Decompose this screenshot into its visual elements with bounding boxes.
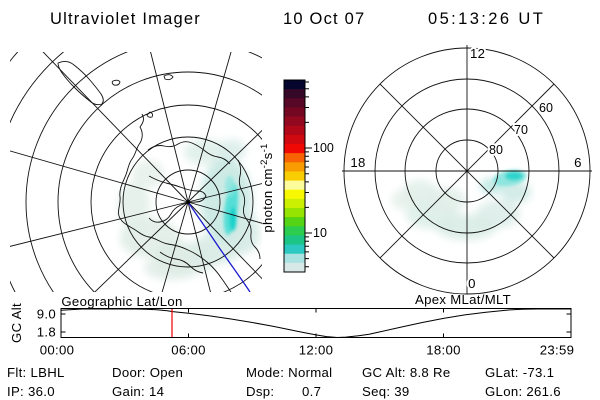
colorbar-swatch [284,89,305,99]
xtick-0000: 00:00 [40,343,75,358]
colorbar-ticks [305,81,312,268]
south-america-tip [57,60,104,106]
colorbar-frame [283,79,306,273]
colorbar-swatch [284,189,305,200]
apex-polar-plot: 12 18 6 0 60 70 80 [342,44,592,295]
title-date: 10 Oct 07 [283,10,365,28]
colorbar-swatch [284,262,305,273]
colorbar-swatch [284,125,305,136]
aurora-bright-right [493,169,527,187]
colorbar-tick-label-100: 100 [313,141,334,155]
colorbar-swatch [284,98,305,108]
xtick-1800: 18:00 [426,343,461,358]
mlt-label-12: 12 [470,46,485,61]
status-ip: IP: 36.0 [7,384,55,399]
aurora-glow-left [118,139,260,280]
colorbar-swatch [284,134,305,145]
antarctica-coast [118,113,232,292]
status-door: Door: Open [112,365,183,380]
colorbar: 100 10 photon cm-2s-1 [259,79,334,273]
colorbar-swatch [284,180,305,191]
colorbar-swatch [284,235,305,245]
status-dsp-label: Dsp: [246,384,274,399]
gc-alt-curve [60,308,571,338]
mlat-label-70: 70 [514,123,528,137]
status-dsp-value: 0.7 [302,384,321,399]
mlat-label-60: 60 [539,101,553,115]
title-instrument: Ultraviolet Imager [50,10,201,28]
xtick-1200: 12:00 [299,343,334,358]
ytick-9: 9.0 [37,307,56,322]
status-glon: GLon: 261.6 [485,384,561,399]
coastlines [57,60,261,292]
status-gc-alt: GC Alt: 8.8 Re [362,365,451,380]
orbit-track-line [187,201,251,292]
colorbar-swatch [284,226,305,236]
status-seq: Seq: 39 [362,384,410,399]
xtick-0600: 06:00 [171,343,206,358]
strip-ylabel: GC Alt [9,303,24,343]
status-gain: Gain: 14 [112,384,164,399]
geographic-graticule [10,52,262,292]
colorbar-swatch [284,116,305,127]
colorbar-swatch [284,144,305,154]
mlt-label-0: 0 [468,276,476,291]
mlat-label-80: 80 [489,143,503,157]
colorbar-tick-label-10: 10 [313,226,327,240]
title-time: 05:13:26 UT [428,10,545,28]
left-map-caption: Geographic Lat/Lon [61,294,182,309]
status-flt: Flt: LBHL [7,365,65,380]
colorbar-swatch [284,162,305,172]
colorbar-swatch [284,171,305,181]
map-center-dot [186,200,190,204]
colorbar-swatch [284,107,305,117]
colorbar-swatch [284,208,305,218]
colorbar-swatch [284,217,305,227]
colorbar-swatch [284,253,305,264]
gc-alt-strip-chart: GC Alt 9.0 1.8 00:00 06:00 12:00 18:00 2… [9,303,574,357]
right-plot-caption: Apex MLat/MLT [415,292,511,307]
colorbar-swatch [284,244,305,255]
mlt-label-6: 6 [574,155,582,170]
colorbar-swatches [284,80,305,273]
colorbar-swatch [284,198,305,209]
xtick-2359: 23:59 [540,343,575,358]
colorbar-swatch [284,153,305,163]
status-mode: Mode: Normal [246,365,332,380]
status-readouts: Flt: LBHL Door: Open Mode: Normal GC Alt… [7,365,561,399]
status-glat: GLat: -73.1 [485,365,554,380]
ytick-1-8: 1.8 [37,325,56,340]
geographic-map [10,52,262,292]
colorbar-swatch [284,80,305,90]
strip-chart-axis-ticks [61,308,571,338]
apex-grid [342,45,592,295]
mlt-label-18: 18 [350,155,365,170]
colorbar-axis-label: photon cm-2s-1 [259,143,275,232]
